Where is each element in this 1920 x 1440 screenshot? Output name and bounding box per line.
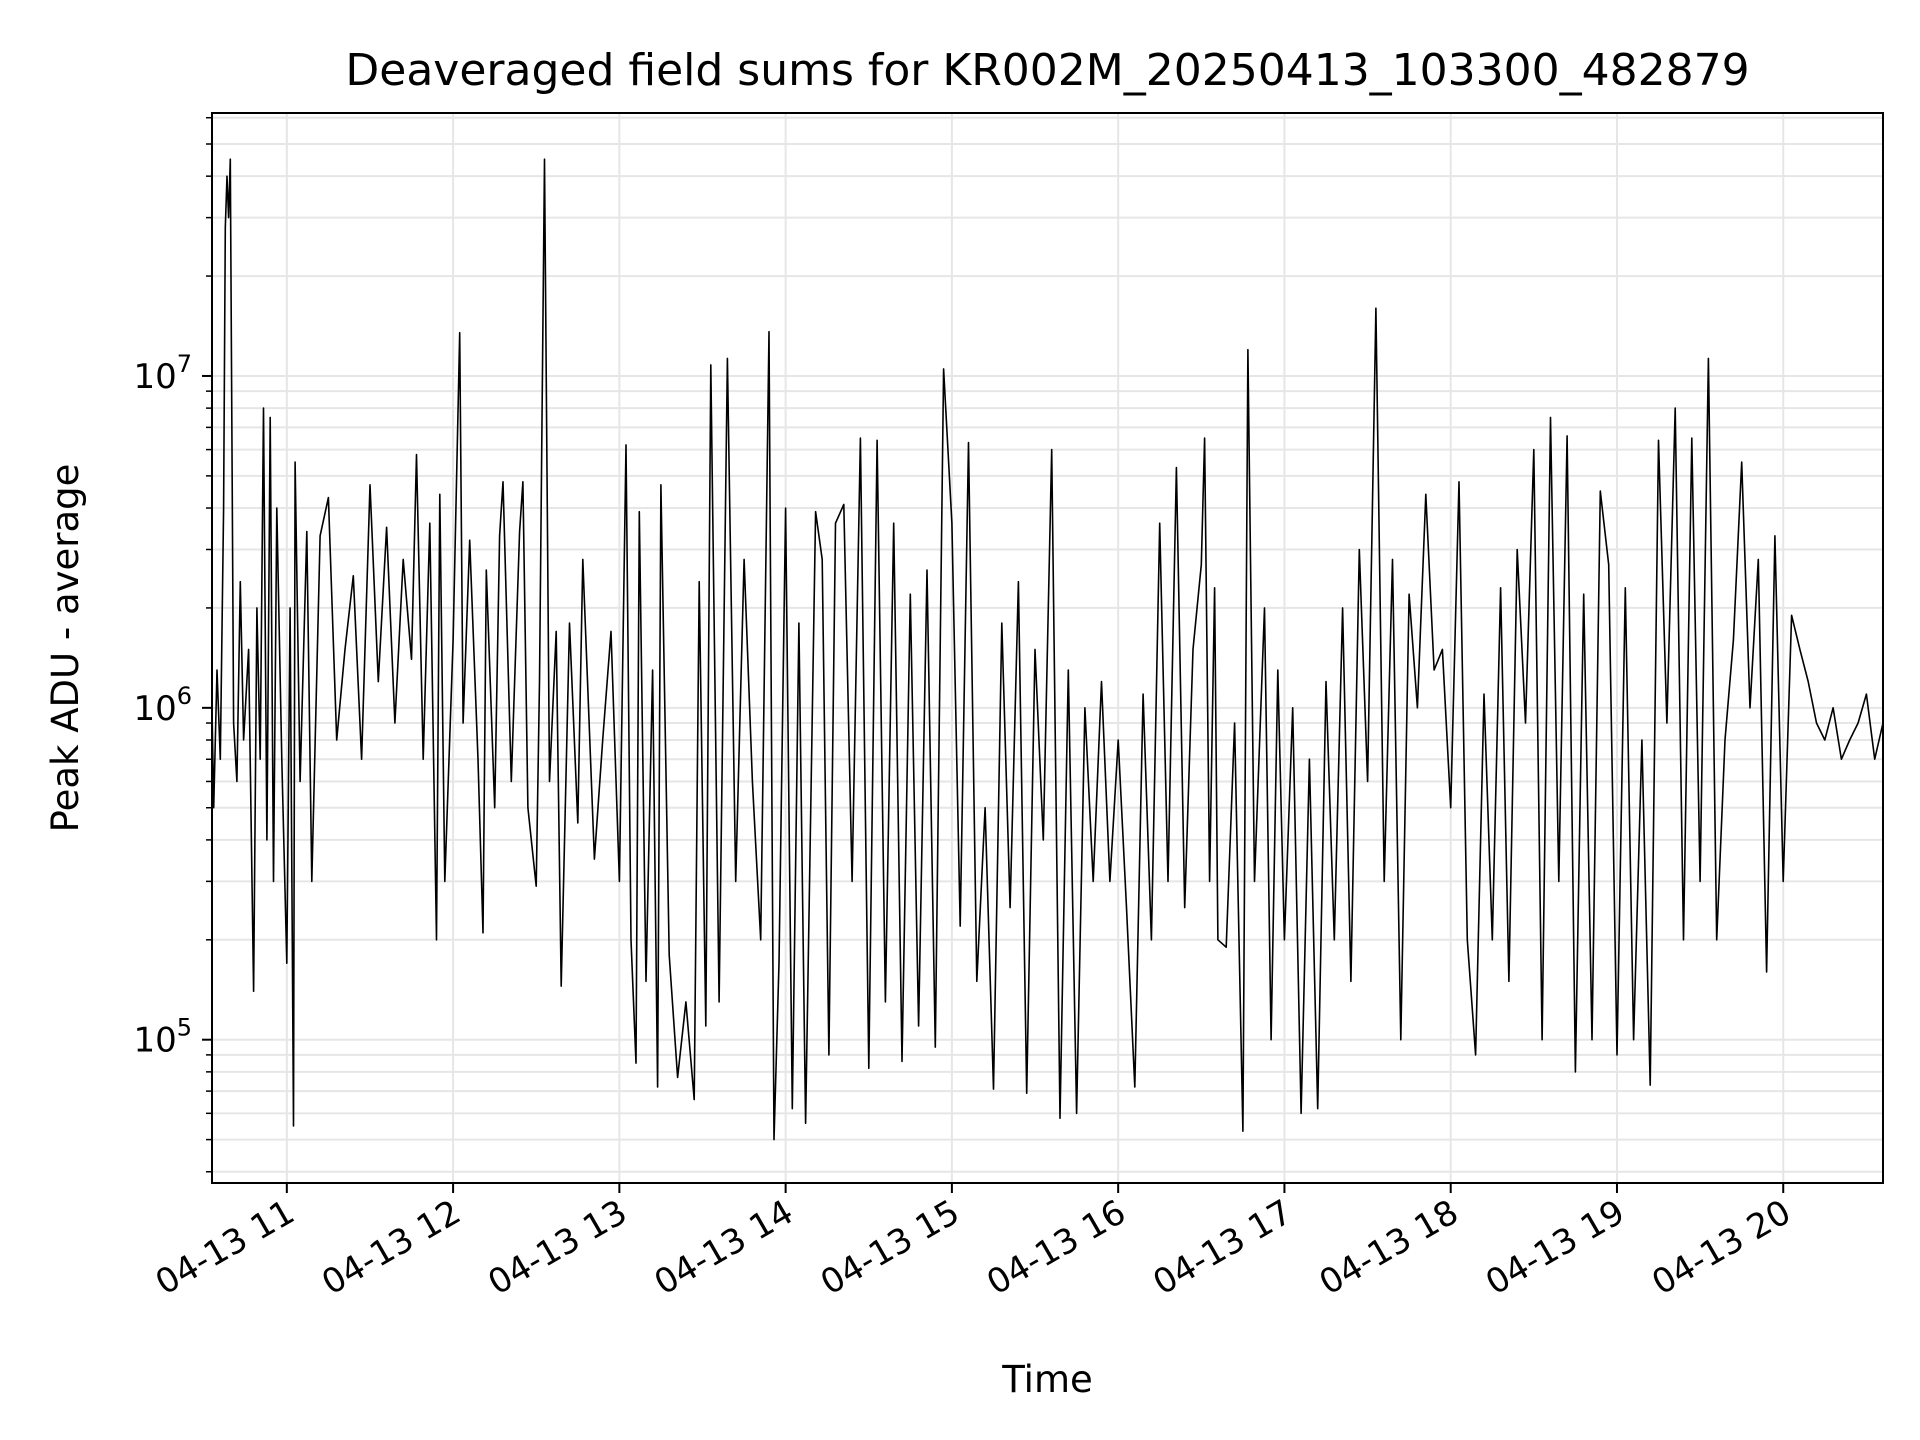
x-axis-label: Time [1001, 1358, 1093, 1401]
y-tick-label: 107 [133, 350, 192, 397]
series-line [211, 158, 1884, 1141]
chart-title: Deaveraged field sums for KR002M_2025041… [345, 45, 1749, 96]
y-tick-label: 105 [133, 1014, 192, 1061]
data-layer [211, 158, 1884, 1141]
y-tick-label: 106 [133, 682, 192, 729]
plot-frame [211, 112, 1884, 1184]
y-axis-label: Peak ADU - average [44, 464, 87, 833]
grid-layer [212, 113, 1883, 1183]
